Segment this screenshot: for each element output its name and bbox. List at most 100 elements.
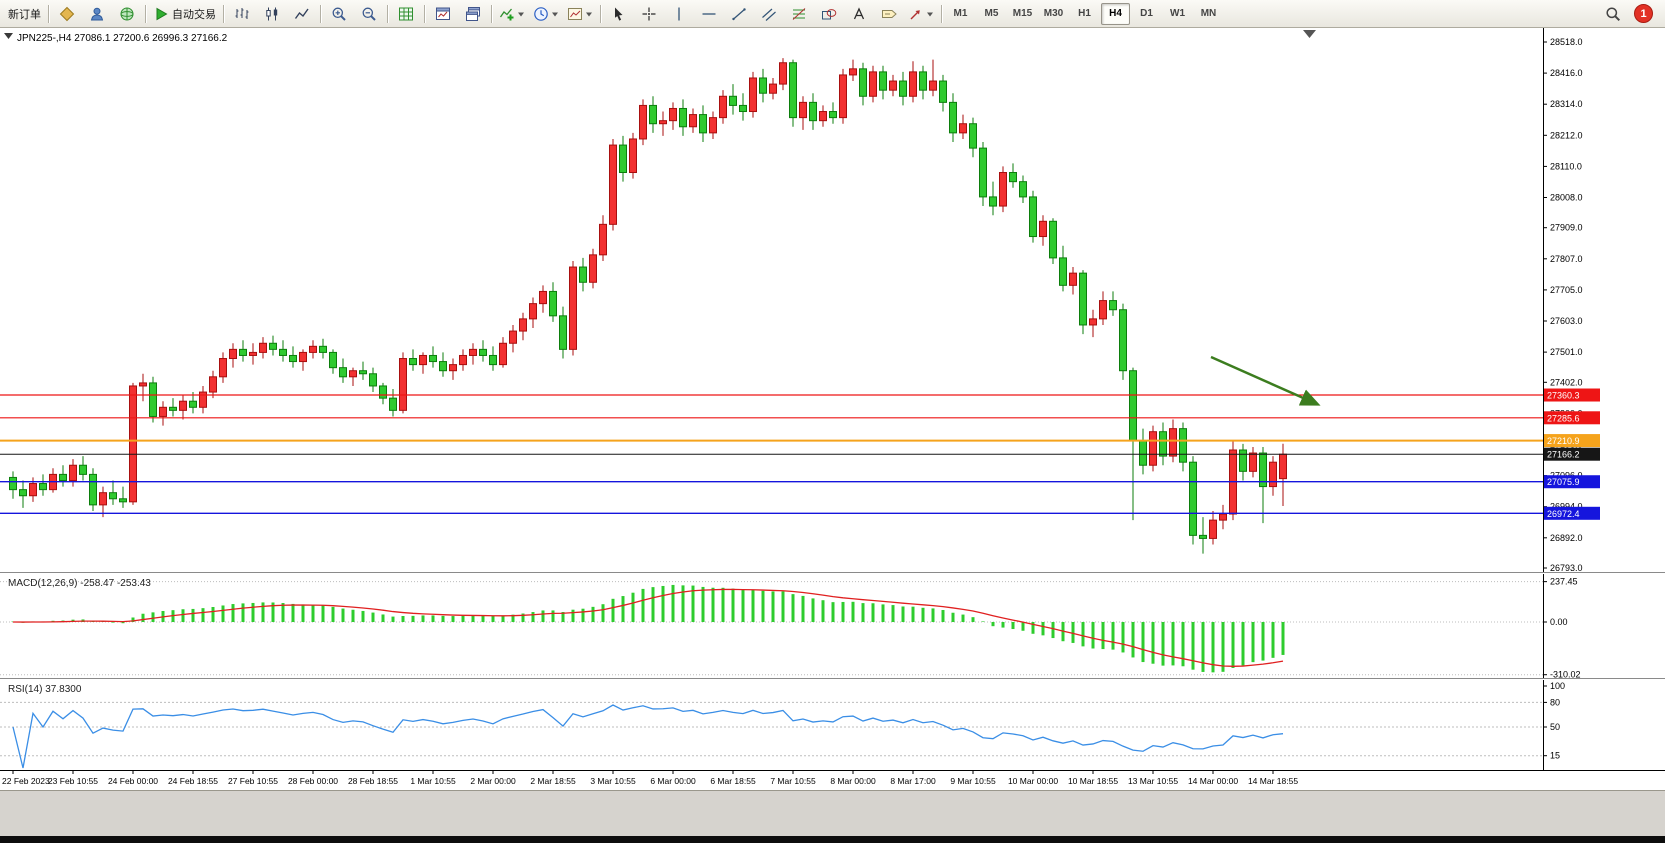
- svg-text:28314.0: 28314.0: [1550, 99, 1583, 109]
- search-icon: [1605, 6, 1621, 22]
- dropdown-caret-icon: [517, 10, 525, 18]
- timeframe-m30-button[interactable]: M30: [1043, 8, 1064, 19]
- svg-text:3 Mar 10:55: 3 Mar 10:55: [590, 776, 636, 786]
- new-order-button[interactable]: 新订单: [4, 2, 45, 26]
- shapes-button[interactable]: [814, 2, 844, 26]
- globe-icon: [119, 6, 135, 22]
- template-button[interactable]: [563, 2, 597, 26]
- chart-canvas[interactable]: 28518.0 28416.0 28314.0 28212.0 28110.0 28008…: [0, 28, 1665, 790]
- clock-icon: [533, 6, 549, 22]
- toolbar-separator: [320, 4, 321, 23]
- button-label: 自动交易: [172, 8, 216, 21]
- svg-text:27166.2: 27166.2: [1547, 450, 1580, 460]
- timeframe-h1-button[interactable]: H1: [1078, 8, 1091, 19]
- svg-text:237.45: 237.45: [1550, 577, 1578, 587]
- zoom-in-icon: [331, 6, 347, 22]
- svg-text:-310.02: -310.02: [1550, 670, 1581, 680]
- annotations[interactable]: [1210, 30, 1321, 406]
- toolbar: 新订单 自动交易 M1 M5 M15 M30 H1 H4 D1 W1 MN 1: [0, 0, 1665, 28]
- arrow-tools-icon: [908, 6, 924, 22]
- grid-button[interactable]: [391, 2, 421, 26]
- chart-title: JPN225-,H4 27086.1 27200.6 26996.3 27166…: [17, 33, 228, 44]
- timeframe-w1-button[interactable]: W1: [1170, 8, 1185, 19]
- timeframe-h4-button[interactable]: H4: [1101, 2, 1130, 25]
- arrow-tools-button[interactable]: [904, 2, 938, 26]
- svg-text:24 Feb 00:00: 24 Feb 00:00: [108, 776, 158, 786]
- line-chart-button[interactable]: [287, 2, 317, 26]
- zoom-in-button[interactable]: [324, 2, 354, 26]
- search-button[interactable]: [1598, 2, 1628, 26]
- svg-text:26972.4: 26972.4: [1547, 509, 1580, 519]
- svg-text:24 Feb 18:55: 24 Feb 18:55: [168, 776, 218, 786]
- globe-button[interactable]: [112, 2, 142, 26]
- svg-text:27705.0: 27705.0: [1550, 285, 1583, 295]
- text-button[interactable]: [844, 2, 874, 26]
- dropdown-caret-icon: [926, 10, 934, 18]
- macd-pane[interactable]: [11, 584, 1285, 673]
- toolbar-separator: [600, 4, 601, 23]
- svg-text:26994.0: 26994.0: [1550, 502, 1583, 512]
- crosshair-icon: [641, 6, 657, 22]
- text-label-button[interactable]: [874, 2, 904, 26]
- svg-text:50: 50: [1550, 722, 1560, 732]
- svg-text:28416.0: 28416.0: [1550, 68, 1583, 78]
- crosshair-button[interactable]: [634, 2, 664, 26]
- svg-text:14 Mar 18:55: 14 Mar 18:55: [1248, 776, 1298, 786]
- auto-trading-button[interactable]: 自动交易: [149, 2, 220, 26]
- svg-text:2 Mar 18:55: 2 Mar 18:55: [530, 776, 576, 786]
- candle-chart-icon: [264, 6, 280, 22]
- pane-labels: JPN225-,H4 27086.1 27200.6 26996.3 27166…: [4, 33, 228, 695]
- svg-text:28008.0: 28008.0: [1550, 193, 1583, 203]
- vline-button[interactable]: [664, 2, 694, 26]
- cursor-icon: [611, 6, 627, 22]
- svg-text:23 Feb 10:55: 23 Feb 10:55: [48, 776, 98, 786]
- chart-diamond-button[interactable]: [52, 2, 82, 26]
- text-icon: [851, 6, 867, 22]
- svg-text:10 Mar 00:00: 10 Mar 00:00: [1008, 776, 1058, 786]
- level-lines[interactable]: [0, 394, 1543, 514]
- bar-chart-button[interactable]: [227, 2, 257, 26]
- toolbar-separator: [491, 4, 492, 23]
- add-indicator-button[interactable]: [495, 2, 529, 26]
- bar-chart-icon: [234, 6, 250, 22]
- svg-text:13 Mar 10:55: 13 Mar 10:55: [1128, 776, 1178, 786]
- text-label-icon: [881, 6, 897, 22]
- price-chart[interactable]: [9, 58, 1287, 554]
- svg-text:28212.0: 28212.0: [1550, 130, 1583, 140]
- svg-text:26892.0: 26892.0: [1550, 533, 1583, 543]
- window-tile-button[interactable]: [428, 2, 458, 26]
- chart-shift-marker: [1303, 30, 1316, 38]
- line-chart-icon: [294, 6, 310, 22]
- clock-button[interactable]: [529, 2, 563, 26]
- svg-text:27285.6: 27285.6: [1547, 413, 1580, 423]
- hline-button[interactable]: [694, 2, 724, 26]
- notification-badge[interactable]: 1: [1634, 4, 1653, 23]
- person-button[interactable]: [82, 2, 112, 26]
- rsi-pane[interactable]: [12, 704, 1284, 769]
- timeframe-d1-button[interactable]: D1: [1140, 8, 1153, 19]
- channel-button[interactable]: [754, 2, 784, 26]
- svg-text:28518.0: 28518.0: [1550, 37, 1583, 47]
- svg-text:27075.9: 27075.9: [1547, 477, 1580, 487]
- timeframe-m15-button[interactable]: M15: [1012, 8, 1033, 19]
- cursor-button[interactable]: [604, 2, 634, 26]
- trendline-icon: [731, 6, 747, 22]
- fibonacci-button[interactable]: [784, 2, 814, 26]
- zoom-out-button[interactable]: [354, 2, 384, 26]
- person-icon: [89, 6, 105, 22]
- shapes-icon: [821, 6, 837, 22]
- svg-text:9 Mar 10:55: 9 Mar 10:55: [950, 776, 996, 786]
- button-label: 新订单: [8, 8, 41, 21]
- chart-window: 28518.0 28416.0 28314.0 28212.0 28110.0 28008…: [0, 28, 1665, 790]
- dropdown-caret-icon: [585, 10, 593, 18]
- timeframe-m1-button[interactable]: M1: [953, 8, 968, 19]
- window-cascade-icon: [465, 6, 481, 22]
- timeframe-m5-button[interactable]: M5: [984, 8, 999, 19]
- window-cascade-button[interactable]: [458, 2, 488, 26]
- fibonacci-icon: [791, 6, 807, 22]
- candle-chart-button[interactable]: [257, 2, 287, 26]
- timeframe-mn-button[interactable]: MN: [1200, 8, 1217, 19]
- svg-text:10 Mar 18:55: 10 Mar 18:55: [1068, 776, 1118, 786]
- trendline-button[interactable]: [724, 2, 754, 26]
